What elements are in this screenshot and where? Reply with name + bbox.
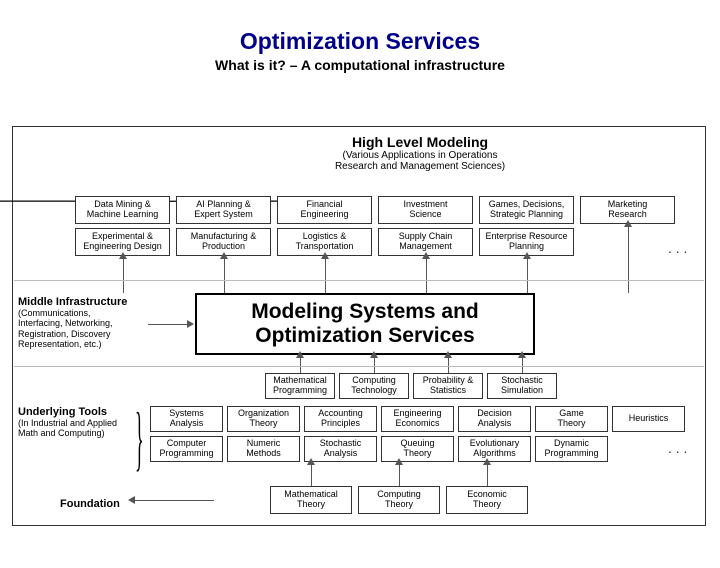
separator-line [14, 280, 704, 281]
underlying-label: Underlying Tools (In Industrial and Appl… [18, 406, 148, 439]
foundation-label-text: Foundation [60, 498, 120, 510]
arrow-head-icon [296, 351, 304, 358]
diagram-box: Stochastic Simulation [487, 373, 557, 399]
diagram-box: Computing Theory [358, 486, 440, 514]
ellipsis-under: . . . [668, 440, 687, 456]
underlying-label-text: Underlying Tools [18, 406, 148, 418]
diagram-box: Decision Analysis [458, 406, 531, 432]
page-title: Optimization Services [0, 28, 720, 55]
arrow-line [527, 258, 528, 293]
arrow-line [628, 226, 629, 293]
separator-line [14, 366, 704, 367]
diagram-box: Numeric Methods [227, 436, 300, 462]
arrow-head-icon [220, 252, 228, 259]
diagram-box: Financial Engineering [277, 196, 372, 224]
center-box-text: Modeling Systems and Optimization Servic… [251, 300, 479, 348]
diagram-box: Queuing Theory [381, 436, 454, 462]
arrow-head-icon [370, 351, 378, 358]
page-subtitle: What is it? – A computational infrastruc… [0, 57, 720, 73]
diagram-box: Computing Technology [339, 373, 409, 399]
arrow-head-icon [395, 458, 403, 465]
ellipsis-high: . . . [668, 240, 687, 256]
middle-label: Middle Infrastructure (Communications, I… [18, 296, 148, 349]
arrow-line [487, 464, 488, 486]
high-level-sub: (Various Applications in Operations Rese… [280, 150, 560, 172]
subtitle-text: What is it? – A computational infrastruc… [215, 57, 505, 73]
diagram-box: Computer Programming [150, 436, 223, 462]
diagram-box: Evolutionary Algorithms [458, 436, 531, 462]
middle-arrow-line [148, 324, 188, 325]
diagram-box: Game Theory [535, 406, 608, 432]
diagram-box: Games, Decisions, Strategic Planning [479, 196, 574, 224]
middle-arrow-head [187, 320, 194, 328]
brace-icon: } [135, 397, 144, 480]
arrow-head-icon [321, 252, 329, 259]
middle-label-text: Middle Infrastructure [18, 296, 148, 308]
foundation-arrow-head [128, 496, 135, 504]
arrow-head-icon [119, 252, 127, 259]
diagram-box: Economic Theory [446, 486, 528, 514]
diagram-box: Organization Theory [227, 406, 300, 432]
diagram-box: AI Planning & Expert System [176, 196, 271, 224]
high-level-title: High Level Modeling [280, 134, 560, 150]
diagram-box: Mathematical Programming [265, 373, 335, 399]
underlying-sub: (In Industrial and Applied Math and Comp… [18, 418, 148, 439]
arrow-head-icon [307, 458, 315, 465]
diagram-box: Investment Science [378, 196, 473, 224]
arrow-line [522, 357, 523, 373]
diagram-box: Mathematical Theory [270, 486, 352, 514]
arrow-line [426, 258, 427, 293]
arrow-line [300, 357, 301, 373]
arrow-line [399, 464, 400, 486]
center-box: Modeling Systems and Optimization Servic… [195, 293, 535, 355]
diagram-box: Heuristics [612, 406, 685, 432]
arrow-head-icon [624, 220, 632, 227]
title-text: Optimization Services [240, 28, 480, 54]
middle-sub: (Communications, Interfacing, Networking… [18, 308, 148, 349]
diagram-box: Data Mining & Machine Learning [75, 196, 170, 224]
diagram-box: Systems Analysis [150, 406, 223, 432]
diagram-box: Engineering Economics [381, 406, 454, 432]
arrow-line [448, 357, 449, 373]
arrow-head-icon [483, 458, 491, 465]
arrow-line [325, 258, 326, 293]
diagram-box: Dynamic Programming [535, 436, 608, 462]
arrow-head-icon [444, 351, 452, 358]
diagram-box: Probability & Statistics [413, 373, 483, 399]
arrow-line [374, 357, 375, 373]
arrow-line [224, 258, 225, 293]
high-level-header: High Level Modeling (Various Application… [280, 134, 560, 172]
arrow-line [123, 258, 124, 293]
foundation-arrow-line [134, 500, 214, 501]
diagram-box: Accounting Principles [304, 406, 377, 432]
arrow-head-icon [518, 351, 526, 358]
arrow-head-icon [523, 252, 531, 259]
foundation-label: Foundation [60, 494, 120, 512]
arrow-head-icon [422, 252, 430, 259]
arrow-line [311, 464, 312, 486]
